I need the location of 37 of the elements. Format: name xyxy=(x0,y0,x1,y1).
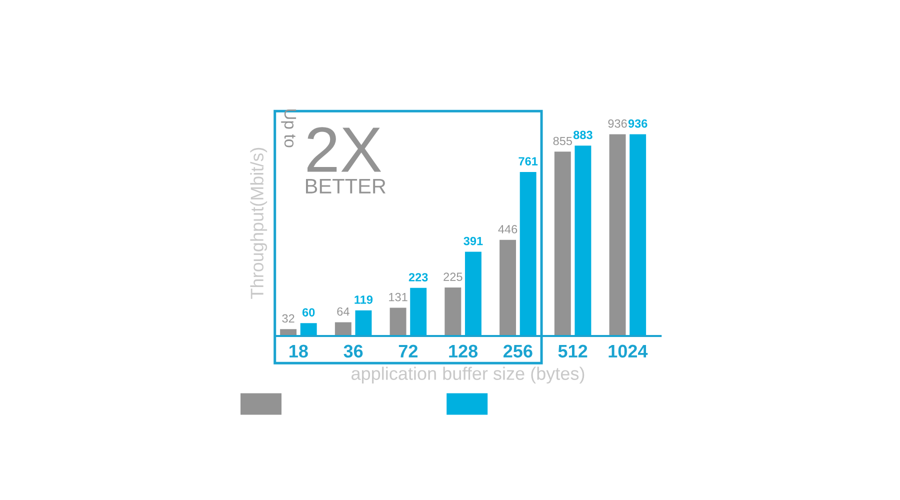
bar xyxy=(334,322,352,336)
bar xyxy=(355,310,372,336)
data-label: 131 xyxy=(389,292,408,302)
annotation: 2X xyxy=(308,127,382,172)
data-label: 60 xyxy=(302,308,315,317)
data-label: 446 xyxy=(498,224,518,234)
bar xyxy=(464,252,482,336)
data-label: 936 xyxy=(628,119,648,128)
data-label: 223 xyxy=(408,273,428,282)
annotation: BETTER xyxy=(306,179,386,194)
x-tick-label: 72 xyxy=(398,344,418,358)
bar xyxy=(554,152,571,336)
data-label: 855 xyxy=(553,136,572,146)
data-label: 32 xyxy=(282,314,294,323)
data-label: 64 xyxy=(337,307,350,316)
x-tick-label: 36 xyxy=(344,344,363,358)
bar xyxy=(500,240,516,336)
bar xyxy=(574,146,592,336)
annotation: Up to xyxy=(281,109,296,148)
bar xyxy=(444,287,462,336)
data-label: 225 xyxy=(444,272,462,281)
data-label: 119 xyxy=(354,295,373,304)
x-tick-label: 128 xyxy=(449,344,478,358)
data-label: 936 xyxy=(608,119,627,128)
bar xyxy=(300,323,317,336)
bar xyxy=(520,172,536,336)
bar xyxy=(609,134,626,336)
data-label: 391 xyxy=(464,236,483,246)
x-tick-label: 18 xyxy=(290,344,308,358)
bar xyxy=(410,288,427,336)
bar xyxy=(630,134,646,336)
x-tick-label: 1024 xyxy=(608,344,648,358)
x-tick-label: 512 xyxy=(558,344,588,358)
x-tick-label: 256 xyxy=(504,344,532,358)
data-label: 761 xyxy=(518,157,538,166)
bar xyxy=(390,308,406,336)
data-label: 883 xyxy=(573,130,592,140)
